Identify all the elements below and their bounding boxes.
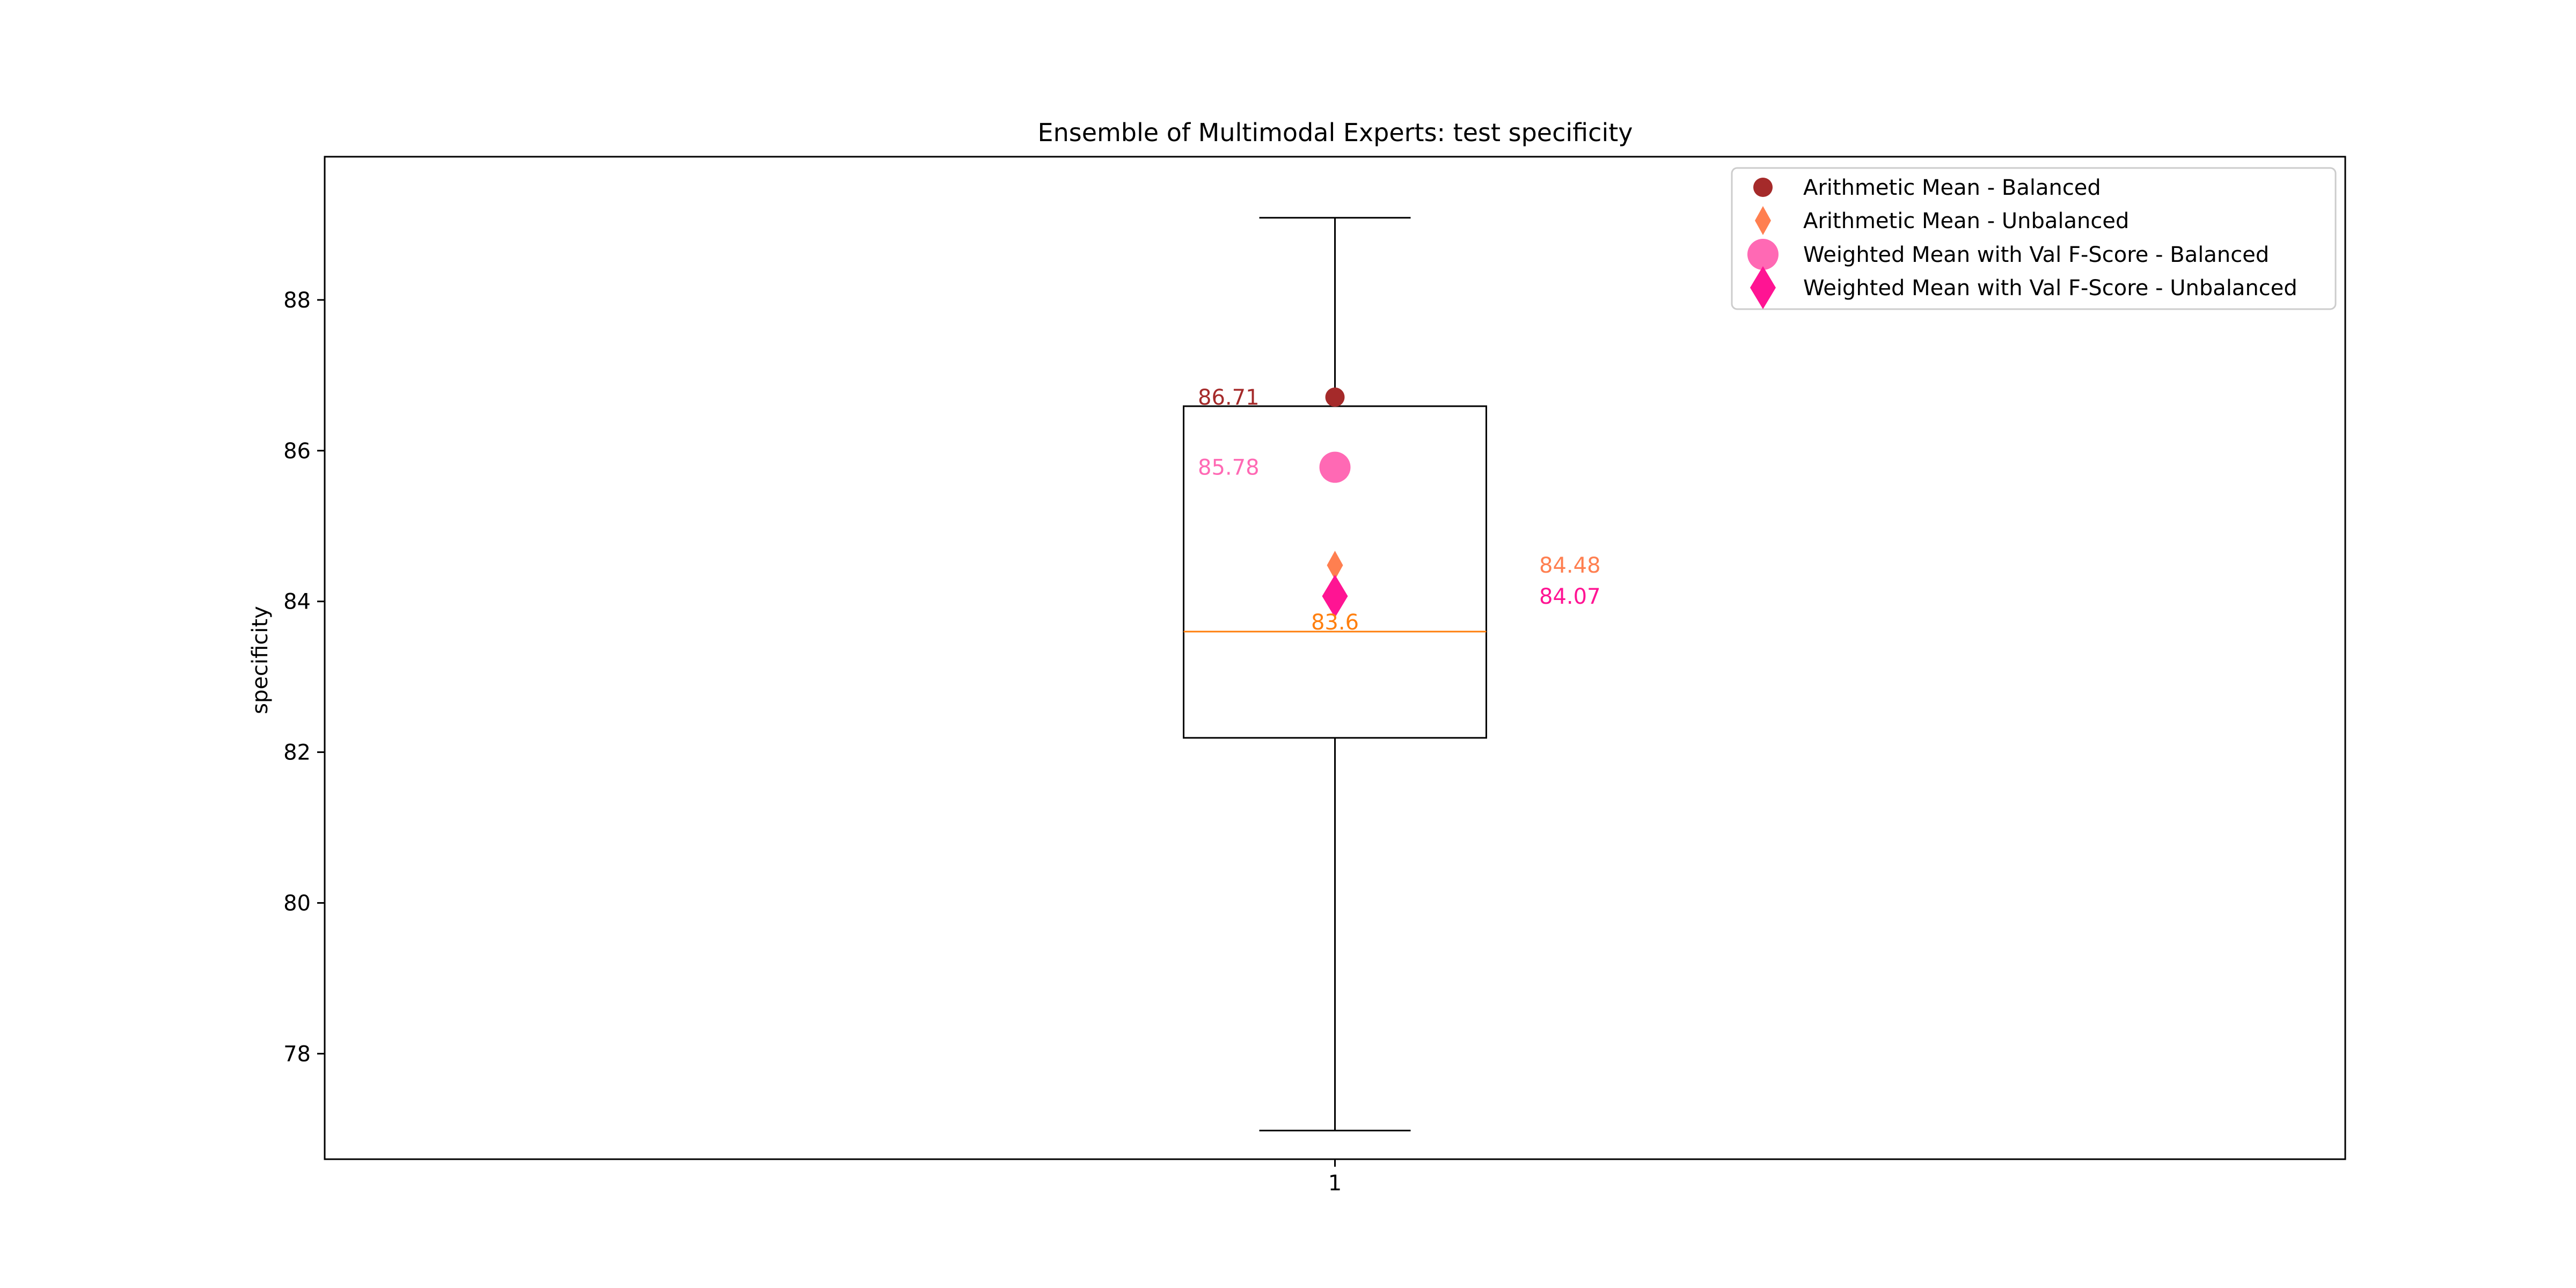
legend-marker-4 <box>1750 266 1776 309</box>
legend-marker-3 <box>1747 239 1779 270</box>
marker-4 <box>1322 574 1348 618</box>
marker-value-label: 86.71 <box>1198 385 1260 410</box>
marker-3 <box>1319 451 1351 483</box>
legend-label: Arithmetic Mean - Unbalanced <box>1803 209 2129 233</box>
legend: Arithmetic Mean - Balanced Arithmetic Mea… <box>1731 167 2337 310</box>
legend-label: Weighted Mean with Val F-Score - Balance… <box>1803 243 2269 267</box>
y-tick-label: 84 <box>283 590 311 614</box>
marker-value-label: 85.78 <box>1198 456 1260 480</box>
y-tick-label: 80 <box>283 891 311 916</box>
marker-value-label: 84.07 <box>1539 584 1601 609</box>
y-tick-label: 86 <box>283 439 311 464</box>
median-value-label: 83.6 <box>1311 610 1359 635</box>
value-labels: 83.6 86.71 84.48 85.78 84.07 <box>1198 385 1601 635</box>
marker-1 <box>1325 387 1345 407</box>
box-plot <box>1183 217 1487 1132</box>
legend-label: Weighted Mean with Val F-Score - Unbalan… <box>1803 276 2297 301</box>
y-tick-label: 78 <box>283 1042 311 1066</box>
legend-label: Arithmetic Mean - Balanced <box>1803 175 2101 200</box>
marker-value-label: 84.48 <box>1539 553 1601 578</box>
y-axis-label: specificity <box>248 606 273 714</box>
y-tick-label: 88 <box>283 288 311 313</box>
legend-marker-2 <box>1755 206 1771 235</box>
x-axis: 1 <box>1328 1159 1342 1196</box>
chart-title: Ensemble of Multimodal Experts: test spe… <box>1038 118 1633 147</box>
marker-group <box>1319 387 1351 618</box>
y-axis: 78 80 82 84 86 88 <box>283 288 325 1066</box>
x-tick-label: 1 <box>1328 1171 1342 1196</box>
legend-box <box>1731 167 2337 310</box>
y-tick-label: 82 <box>283 741 311 765</box>
marker-2 <box>1327 551 1343 580</box>
legend-marker-1 <box>1753 178 1773 197</box>
